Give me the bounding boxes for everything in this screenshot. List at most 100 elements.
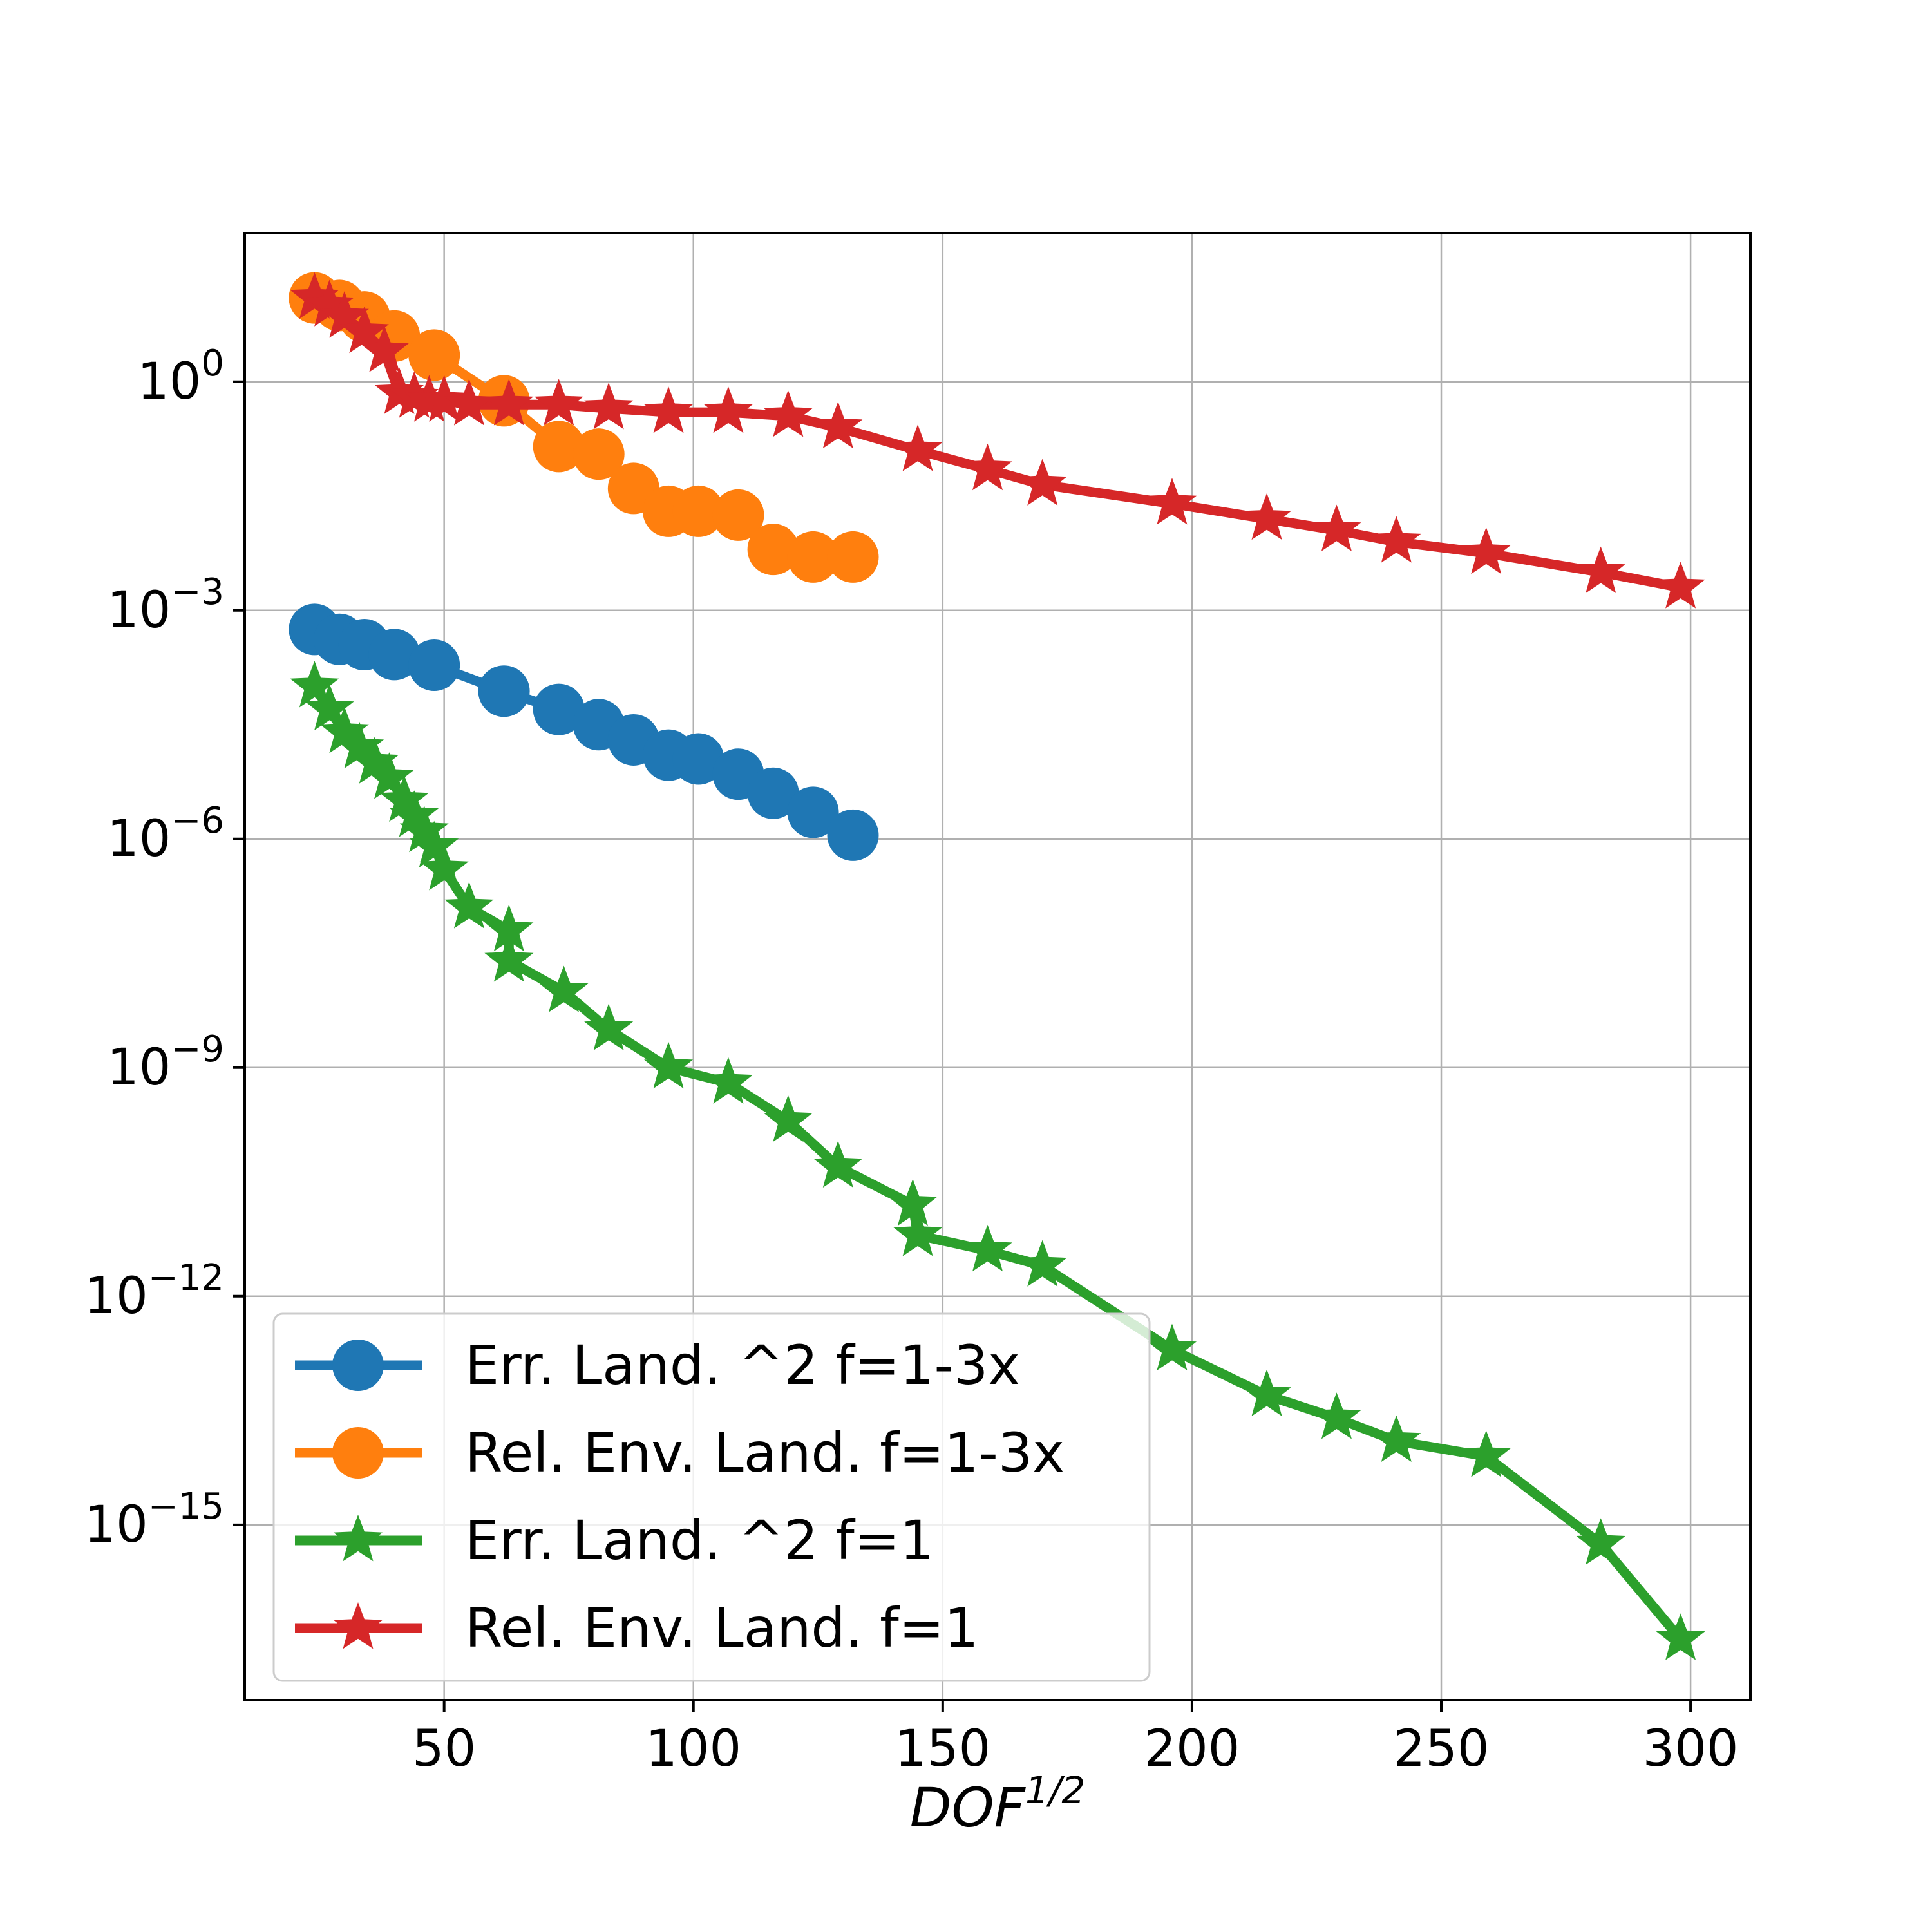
data-point (305, 279, 354, 327)
data-point (365, 752, 414, 799)
x-tick-label: 150 (895, 1720, 990, 1778)
data-point (1656, 562, 1705, 609)
x-ticks: 50 100 150 200 250 300 (412, 1700, 1739, 1778)
data-point (390, 790, 439, 837)
data-point (399, 806, 449, 853)
data-point (1018, 459, 1067, 506)
x-tick-label: 50 (412, 1720, 476, 1778)
data-point (584, 383, 634, 430)
legend-label: Err. Land. ^2 f=1-3x (465, 1334, 1020, 1397)
x-tick-label: 250 (1394, 1720, 1490, 1778)
legend-entry: Err. Land. ^2 f=1-3x (295, 1334, 1020, 1397)
y-tick-base: 10 (84, 1267, 148, 1325)
y-tick-label: 10−3 (107, 571, 224, 639)
y-tick-exponent: −15 (148, 1486, 224, 1528)
x-axis-label: DOF1/2 (910, 1768, 1085, 1839)
data-point (305, 683, 354, 730)
data-point (644, 1041, 694, 1089)
plot-series (289, 272, 1705, 1660)
data-point (359, 325, 409, 372)
data-point (644, 386, 694, 433)
x-axis-label-superscript: 1/2 (1025, 1768, 1085, 1812)
y-tick-label: 10−15 (84, 1486, 224, 1554)
data-point (888, 1179, 938, 1226)
data-point (1656, 1613, 1705, 1660)
series-3 (290, 661, 1705, 1660)
data-point (963, 443, 1012, 491)
legend-entry: Err. Land. ^2 f=1 (295, 1509, 934, 1572)
data-point (319, 291, 369, 338)
data-point (350, 737, 399, 784)
data-point (408, 329, 460, 381)
legend-marker (334, 1515, 383, 1562)
x-axis-label-main: DOF (910, 1776, 1027, 1839)
data-point (339, 306, 389, 354)
y-tick-label: 10−9 (107, 1028, 224, 1097)
series-4 (290, 272, 1705, 609)
data-point (763, 1095, 813, 1142)
data-point (893, 424, 943, 471)
y-tick-exponent: 0 (201, 343, 224, 384)
data-point (419, 375, 469, 422)
x-tick-label: 300 (1643, 1720, 1739, 1778)
data-point (319, 706, 369, 753)
y-tick-base: 10 (84, 1496, 148, 1554)
data-point (1147, 478, 1197, 525)
data-point (963, 1224, 1012, 1272)
data-point (1312, 504, 1361, 551)
data-point (335, 721, 384, 769)
data-point (1242, 493, 1292, 540)
data-point (379, 775, 429, 822)
data-point (1576, 1518, 1625, 1565)
y-tick-exponent: −12 (148, 1257, 224, 1299)
y-tick-exponent: −6 (171, 800, 224, 842)
data-point (368, 629, 421, 681)
y-tick-base: 10 (137, 353, 201, 411)
legend: Err. Land. ^2 f=1-3x Rel. Env. Land. f=1-… (272, 1312, 1151, 1682)
data-point (290, 272, 339, 319)
data-point (478, 665, 530, 717)
data-point (703, 1057, 753, 1104)
data-point (893, 1209, 943, 1256)
data-point (813, 401, 863, 449)
y-tick-base: 10 (107, 1039, 171, 1097)
y-tick-exponent: −9 (171, 1028, 224, 1070)
data-point (1242, 1369, 1292, 1416)
data-point (484, 379, 534, 426)
legend-label: Err. Land. ^2 f=1 (465, 1509, 934, 1572)
data-point (712, 489, 764, 541)
data-point (1372, 1415, 1421, 1462)
legend-label: Rel. Env. Land. f=1-3x (465, 1421, 1065, 1484)
data-point (484, 935, 534, 982)
data-point (408, 639, 460, 691)
data-point (1461, 1430, 1511, 1477)
legend-box (272, 1312, 1151, 1682)
data-point (534, 379, 583, 426)
x-tick-label: 100 (645, 1720, 741, 1778)
data-point (444, 882, 494, 929)
data-point (573, 428, 625, 480)
data-point (747, 524, 799, 576)
legend-entry: Rel. Env. Land. f=1 (295, 1596, 979, 1660)
y-tick-exponent: −3 (171, 571, 224, 613)
grid (245, 233, 1750, 1700)
data-point (290, 661, 339, 708)
data-point (1576, 546, 1625, 593)
data-point (533, 683, 585, 735)
data-point (419, 844, 469, 891)
data-point (813, 1141, 863, 1188)
y-tick-label: 10−12 (84, 1257, 224, 1325)
legend-marker (332, 1340, 384, 1391)
legend-label: Rel. Env. Land. f=1 (465, 1596, 979, 1660)
data-point (672, 733, 724, 785)
data-point (1312, 1392, 1361, 1439)
data-point (1147, 1323, 1197, 1370)
data-point (584, 1003, 634, 1050)
y-tick-base: 10 (107, 582, 171, 639)
data-point (484, 904, 534, 952)
data-point (703, 386, 753, 433)
data-point (787, 786, 839, 838)
data-point (444, 379, 494, 426)
y-tick-label: 100 (137, 343, 224, 411)
